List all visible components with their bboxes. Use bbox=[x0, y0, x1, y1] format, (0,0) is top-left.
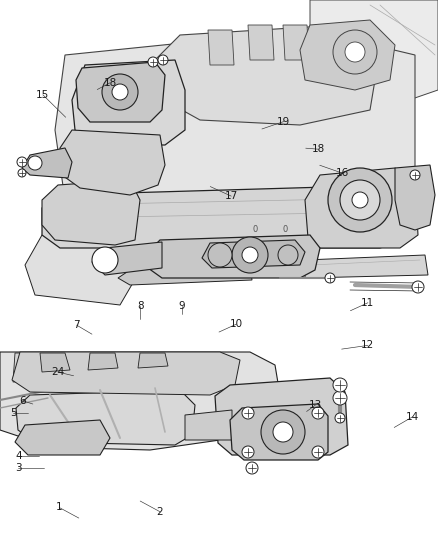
Circle shape bbox=[312, 446, 324, 458]
Text: 17: 17 bbox=[225, 191, 238, 201]
Text: 10: 10 bbox=[230, 319, 243, 329]
Text: 18: 18 bbox=[312, 144, 325, 154]
Polygon shape bbox=[155, 25, 380, 125]
Text: 3: 3 bbox=[15, 463, 22, 473]
Polygon shape bbox=[215, 378, 348, 455]
Polygon shape bbox=[185, 410, 232, 440]
Polygon shape bbox=[88, 353, 118, 370]
Polygon shape bbox=[16, 390, 195, 445]
Text: 6: 6 bbox=[19, 396, 26, 406]
Text: 7: 7 bbox=[73, 320, 80, 330]
Polygon shape bbox=[43, 353, 72, 382]
Text: 8: 8 bbox=[137, 302, 144, 311]
Polygon shape bbox=[12, 352, 240, 395]
Polygon shape bbox=[395, 165, 435, 230]
Circle shape bbox=[246, 462, 258, 474]
Polygon shape bbox=[13, 353, 42, 382]
Circle shape bbox=[17, 157, 27, 167]
Circle shape bbox=[242, 446, 254, 458]
Text: 5: 5 bbox=[10, 408, 17, 418]
Circle shape bbox=[208, 243, 232, 267]
Polygon shape bbox=[118, 265, 252, 285]
Circle shape bbox=[312, 407, 324, 419]
Polygon shape bbox=[310, 0, 438, 110]
Text: 4: 4 bbox=[15, 451, 22, 461]
Text: 13: 13 bbox=[309, 400, 322, 410]
Circle shape bbox=[333, 30, 377, 74]
Polygon shape bbox=[76, 62, 165, 122]
Polygon shape bbox=[0, 308, 438, 348]
Circle shape bbox=[340, 180, 380, 220]
Polygon shape bbox=[73, 353, 102, 382]
Polygon shape bbox=[0, 348, 438, 533]
Polygon shape bbox=[42, 180, 140, 245]
Circle shape bbox=[352, 192, 368, 208]
Polygon shape bbox=[148, 235, 320, 278]
Polygon shape bbox=[305, 168, 418, 248]
Circle shape bbox=[158, 55, 168, 65]
Circle shape bbox=[242, 247, 258, 263]
Circle shape bbox=[261, 410, 305, 454]
Circle shape bbox=[232, 237, 268, 273]
Circle shape bbox=[345, 42, 365, 62]
Polygon shape bbox=[300, 20, 395, 90]
Circle shape bbox=[335, 413, 345, 423]
Polygon shape bbox=[60, 130, 165, 195]
Polygon shape bbox=[72, 60, 185, 145]
Circle shape bbox=[102, 74, 138, 110]
Text: 16: 16 bbox=[336, 168, 349, 178]
Polygon shape bbox=[163, 353, 192, 382]
Text: 12: 12 bbox=[361, 341, 374, 350]
Polygon shape bbox=[305, 255, 428, 278]
Text: 14: 14 bbox=[406, 412, 419, 422]
Polygon shape bbox=[313, 28, 339, 63]
Polygon shape bbox=[22, 148, 72, 178]
Text: 15: 15 bbox=[36, 90, 49, 100]
Polygon shape bbox=[248, 25, 274, 60]
Polygon shape bbox=[42, 185, 410, 248]
Circle shape bbox=[92, 247, 118, 273]
Circle shape bbox=[18, 169, 26, 177]
Polygon shape bbox=[55, 30, 415, 220]
Text: 0: 0 bbox=[252, 225, 258, 234]
Circle shape bbox=[242, 407, 254, 419]
Circle shape bbox=[333, 378, 347, 392]
Polygon shape bbox=[15, 420, 110, 455]
Polygon shape bbox=[25, 235, 155, 305]
Text: 18: 18 bbox=[104, 78, 117, 87]
Circle shape bbox=[148, 57, 158, 67]
Text: 1: 1 bbox=[56, 503, 63, 512]
Polygon shape bbox=[208, 30, 234, 65]
Polygon shape bbox=[92, 242, 162, 275]
Circle shape bbox=[328, 168, 392, 232]
Polygon shape bbox=[103, 353, 132, 382]
Circle shape bbox=[410, 170, 420, 180]
Circle shape bbox=[28, 156, 42, 170]
Circle shape bbox=[412, 281, 424, 293]
Circle shape bbox=[278, 245, 298, 265]
Circle shape bbox=[325, 273, 335, 283]
Circle shape bbox=[112, 84, 128, 100]
Polygon shape bbox=[202, 240, 305, 268]
Polygon shape bbox=[0, 0, 438, 315]
Text: 0: 0 bbox=[283, 225, 288, 234]
Circle shape bbox=[273, 422, 293, 442]
Polygon shape bbox=[40, 353, 70, 372]
Polygon shape bbox=[0, 352, 280, 450]
Polygon shape bbox=[283, 25, 309, 60]
Polygon shape bbox=[230, 404, 328, 460]
Text: 11: 11 bbox=[361, 298, 374, 308]
Circle shape bbox=[333, 391, 347, 405]
Text: 2: 2 bbox=[156, 507, 163, 516]
Text: 9: 9 bbox=[178, 302, 185, 311]
Text: 24: 24 bbox=[51, 367, 64, 377]
Text: 19: 19 bbox=[277, 117, 290, 126]
Polygon shape bbox=[138, 353, 168, 368]
Polygon shape bbox=[133, 353, 162, 382]
